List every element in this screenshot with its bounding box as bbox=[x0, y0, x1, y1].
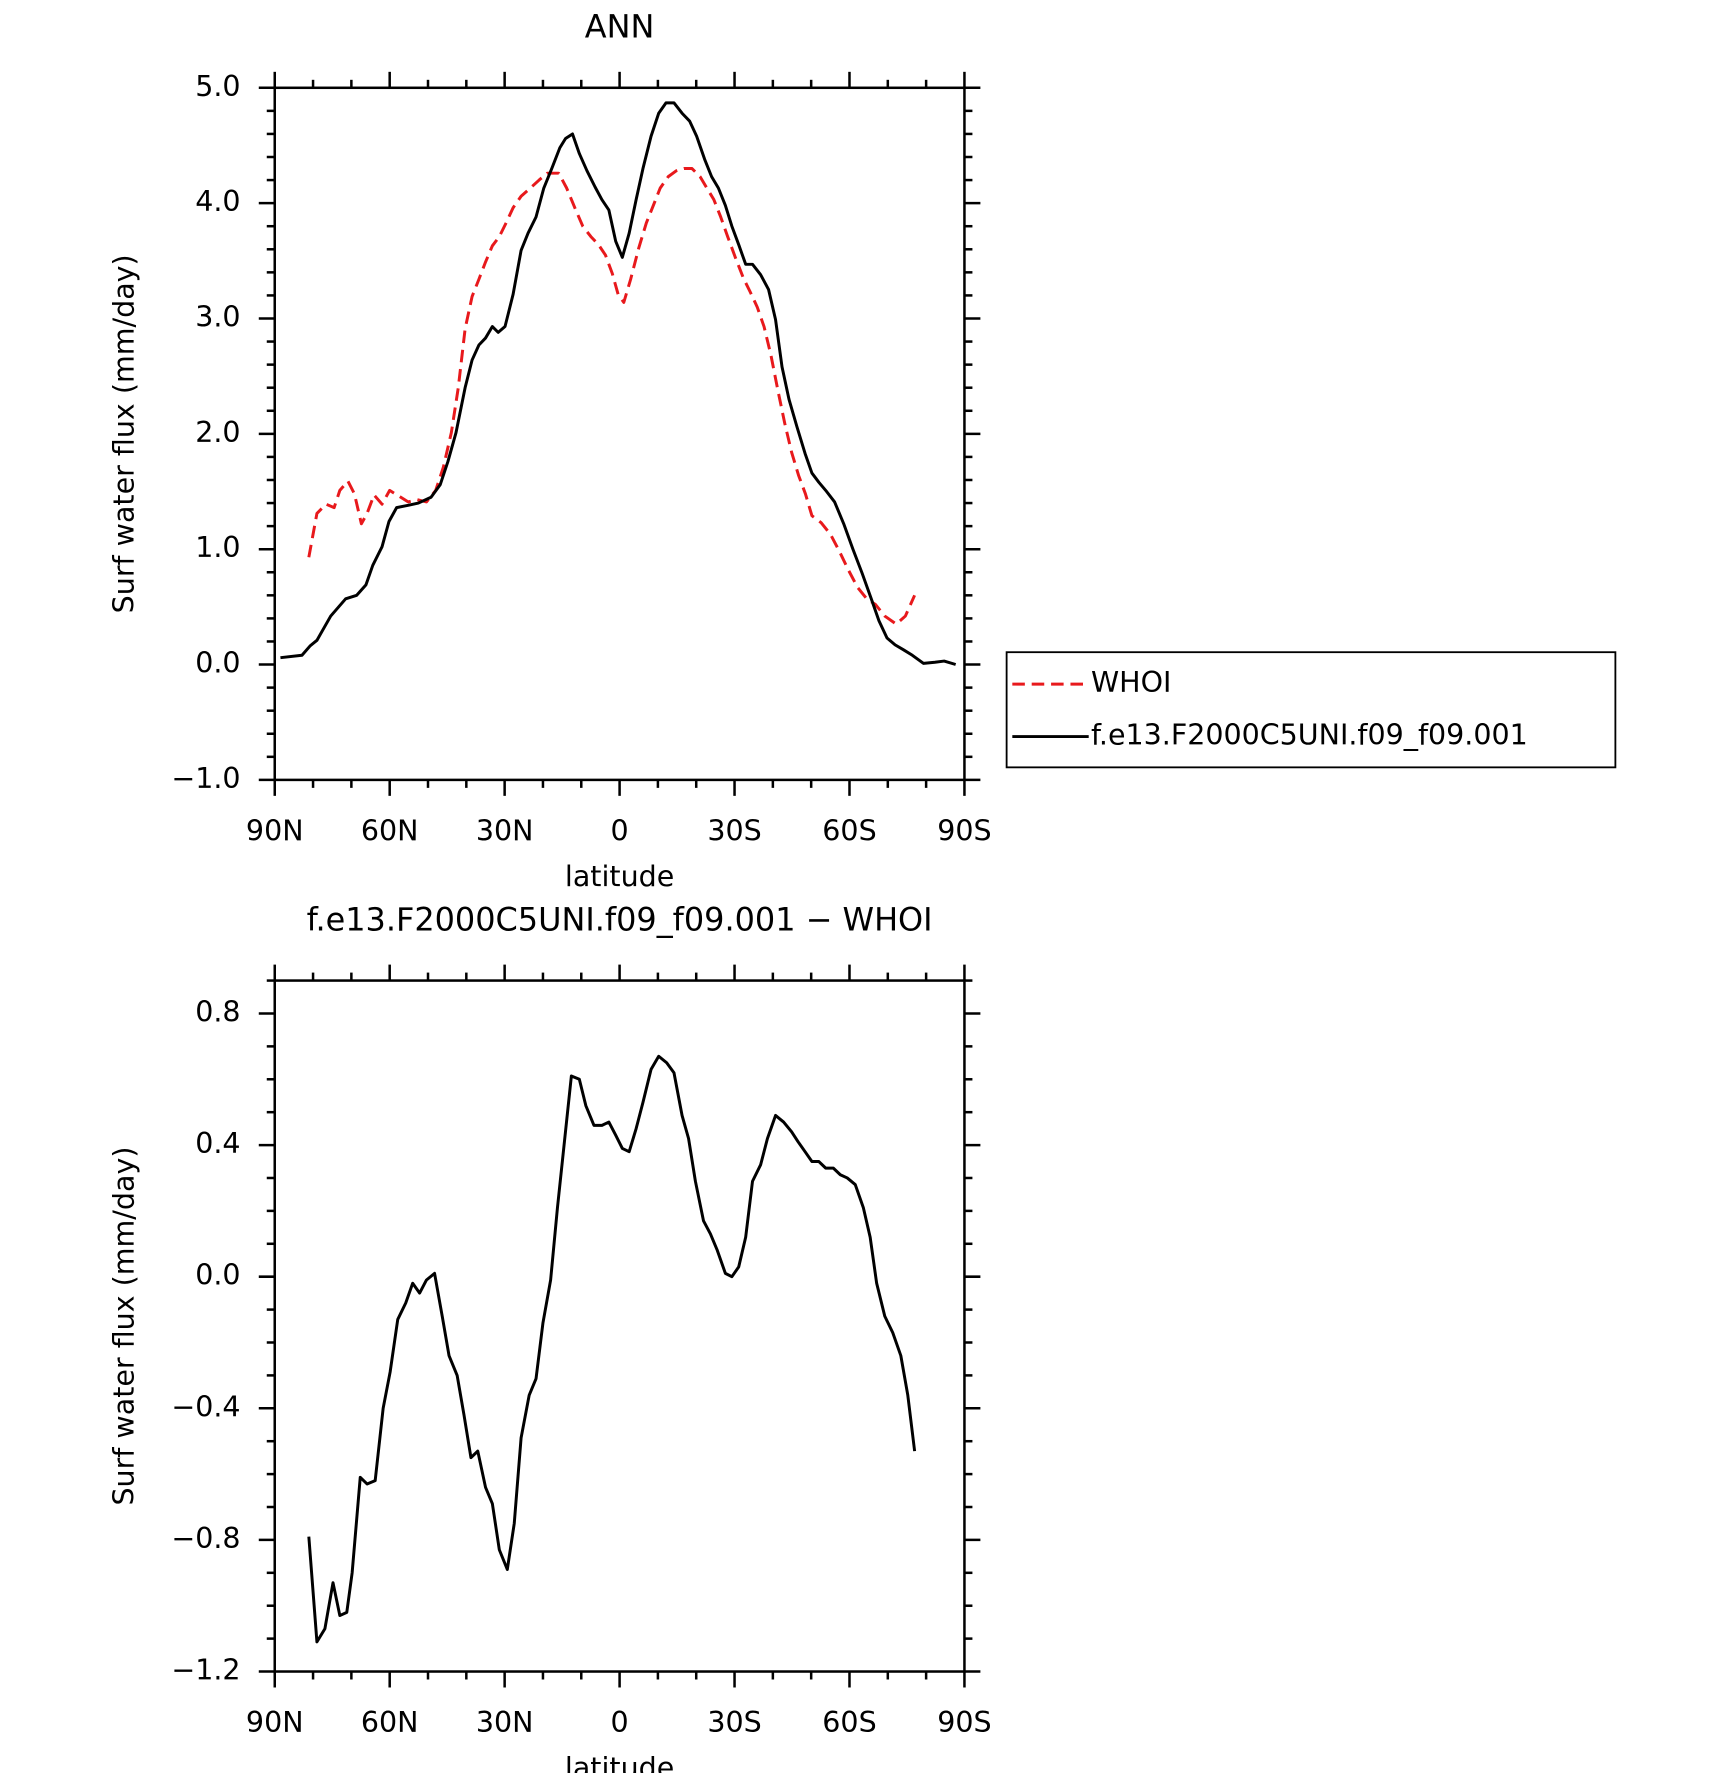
data-line bbox=[307, 167, 916, 626]
y-tick-label: 0.0 bbox=[195, 647, 240, 680]
plot-frame bbox=[273, 86, 966, 782]
x-tick-label: 30N bbox=[476, 1706, 534, 1739]
y-tick-label: −0.4 bbox=[171, 1390, 240, 1423]
chart-title: ANN bbox=[585, 8, 655, 46]
y-tick-label: −1.2 bbox=[171, 1654, 240, 1687]
x-tick-label: 0 bbox=[611, 1706, 629, 1739]
x-tick-label: 60N bbox=[361, 1706, 419, 1739]
x-axis-label: latitude bbox=[565, 860, 674, 893]
y-tick-label: 0.8 bbox=[195, 995, 240, 1028]
x-tick-label: 90S bbox=[937, 1706, 991, 1739]
x-tick-label: 30S bbox=[707, 814, 761, 847]
y-tick-label: 0.4 bbox=[195, 1127, 240, 1160]
data-line bbox=[307, 1054, 917, 1644]
x-tick-label: 90S bbox=[937, 814, 991, 847]
legend-label: WHOI bbox=[1091, 666, 1171, 699]
y-tick-label: 1.0 bbox=[195, 531, 240, 564]
x-tick-label: 90N bbox=[246, 814, 304, 847]
y-tick-label: 0.0 bbox=[195, 1259, 240, 1292]
x-tick-label: 0 bbox=[611, 814, 629, 847]
legend-frame bbox=[1005, 651, 1617, 769]
y-tick-label: −0.8 bbox=[171, 1522, 240, 1555]
legend-label: f.e13.F2000C5UNI.f09_f09.001 bbox=[1091, 719, 1528, 752]
y-axis-label: Surf water flux (mm/day) bbox=[107, 254, 140, 613]
x-axis-label: latitude bbox=[565, 1752, 674, 1773]
y-tick-label: 2.0 bbox=[195, 416, 240, 449]
chart-title: f.e13.F2000C5UNI.f09_f09.001 − WHOI bbox=[307, 900, 933, 938]
y-tick-label: 4.0 bbox=[195, 185, 240, 218]
x-tick-label: 90N bbox=[246, 1706, 304, 1739]
plot-frame bbox=[273, 979, 966, 1673]
y-tick-label: 3.0 bbox=[195, 300, 240, 333]
y-tick-label: 5.0 bbox=[195, 70, 240, 103]
y-tick-label: −1.0 bbox=[171, 762, 240, 795]
x-tick-label: 60S bbox=[822, 814, 876, 847]
y-axis-label: Surf water flux (mm/day) bbox=[107, 1147, 140, 1506]
x-tick-label: 30N bbox=[476, 814, 534, 847]
x-tick-label: 60S bbox=[822, 1706, 876, 1739]
x-tick-label: 30S bbox=[707, 1706, 761, 1739]
x-tick-label: 60N bbox=[361, 814, 419, 847]
data-line bbox=[280, 101, 957, 666]
